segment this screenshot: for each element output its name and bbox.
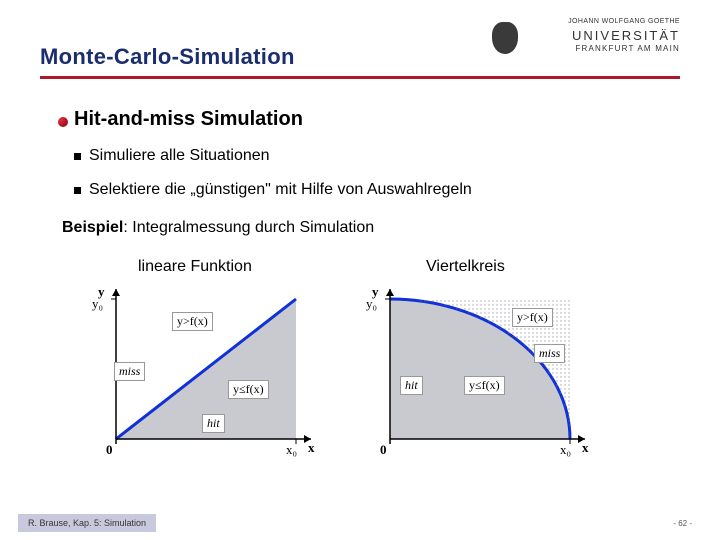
- subtitle: Hit-and-miss Simulation: [74, 108, 303, 131]
- tag-hit: hit: [400, 376, 423, 395]
- bullet-icon: [58, 117, 68, 127]
- axis-origin: 0: [106, 442, 113, 458]
- chart-label-left: lineare Funktion: [138, 258, 252, 276]
- region-above: y>f(x): [512, 308, 553, 327]
- region-below: y≤f(x): [464, 376, 505, 395]
- tag-miss: miss: [534, 344, 565, 363]
- footer-text: R. Brause, Kap. 5: Simulation: [18, 514, 156, 532]
- bullet-text: Simuliere alle Situationen: [89, 147, 270, 165]
- square-bullet-icon: [74, 187, 81, 194]
- title-rule: [40, 76, 680, 79]
- chart-linear: y y₀ x x₀ 0 y>f(x) y≤f(x) miss hit: [86, 284, 326, 464]
- chart-circle-svg: [360, 284, 600, 464]
- list-item: Simuliere alle Situationen: [74, 147, 270, 165]
- axis-origin: 0: [380, 442, 387, 458]
- example-label: Beispiel: [62, 219, 123, 236]
- list-item: Selektiere die „günstigen" mit Hilfe von…: [74, 181, 472, 199]
- axis-x: x: [582, 440, 589, 456]
- region-below: y≤f(x): [228, 380, 269, 399]
- example-text: : Integralmessung durch Simulation: [123, 219, 374, 236]
- slide-header: Monte-Carlo-Simulation: [40, 44, 680, 70]
- page-title: Monte-Carlo-Simulation: [40, 44, 680, 70]
- axis-x: x: [308, 440, 315, 456]
- bullet-text: Selektiere die „günstigen" mit Hilfe von…: [89, 181, 472, 199]
- logo-line1: JOHANN WOLFGANG GOETHE: [568, 18, 680, 26]
- axis-x0: x₀: [286, 442, 297, 458]
- page-number: - 62 -: [673, 519, 692, 528]
- axis-x0: x₀: [560, 442, 571, 458]
- example-line: Beispiel: Integralmessung durch Simulati…: [62, 219, 374, 237]
- axis-y0: y₀: [92, 296, 103, 312]
- region-above: y>f(x): [172, 312, 213, 331]
- tag-miss: miss: [114, 362, 145, 381]
- logo-line2: UNIVERSITÄT: [568, 28, 680, 44]
- axis-y0: y₀: [366, 296, 377, 312]
- subtitle-row: Hit-and-miss Simulation: [58, 108, 303, 131]
- chart-quarter-circle: y y₀ x x₀ 0 y>f(x) y≤f(x) miss hit: [360, 284, 600, 464]
- chart-label-right: Viertelkreis: [426, 258, 505, 276]
- square-bullet-icon: [74, 153, 81, 160]
- tag-hit: hit: [202, 414, 225, 433]
